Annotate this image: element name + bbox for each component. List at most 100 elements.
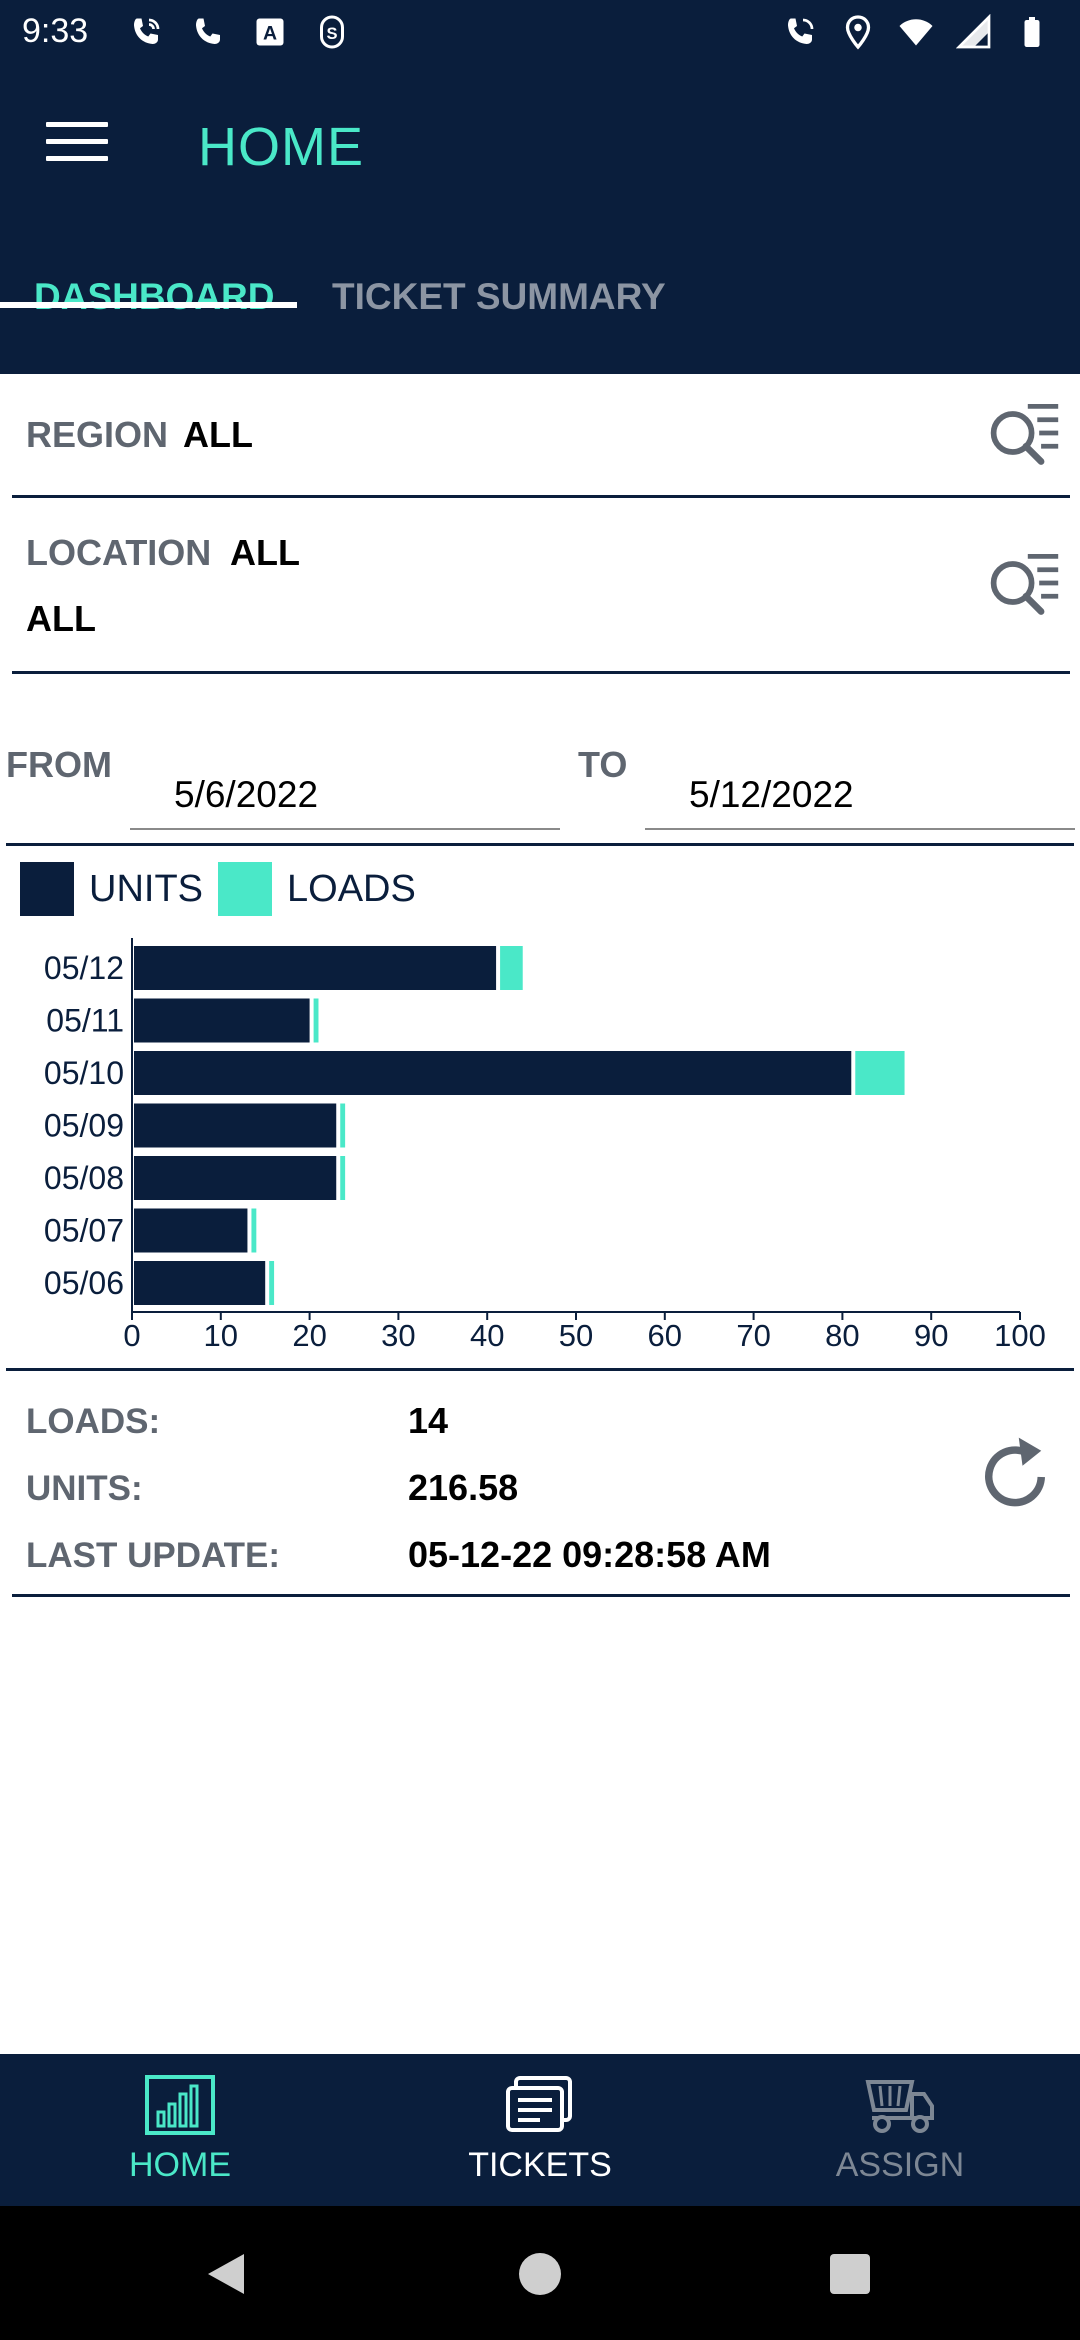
chart-bar-units: [134, 998, 310, 1043]
location-label: LOCATION: [26, 532, 212, 573]
chart-bar-loads: [855, 1051, 905, 1095]
chart-x-tick-label: 70: [736, 1318, 770, 1353]
tab-active-indicator: [0, 302, 297, 308]
wifi-icon: [899, 19, 933, 46]
nav-home[interactable]: HOME: [0, 2054, 360, 2206]
chart-category-label: 05/07: [44, 1213, 124, 1249]
last-update-label: LAST UPDATE:: [26, 1536, 281, 1575]
units-value: 216.58: [408, 1467, 519, 1508]
region-filter: REGION ALL: [12, 374, 1070, 498]
nav-tickets-label: TICKETS: [468, 2146, 612, 2184]
from-date-field[interactable]: 5/6/2022: [130, 750, 560, 830]
from-label: FROM: [6, 744, 112, 785]
chart-x-tick-label: 100: [994, 1318, 1046, 1353]
tab-dashboard-label: DASHBOARD: [34, 276, 275, 317]
legend-units-swatch: [20, 862, 74, 916]
hamburger-menu-button[interactable]: [46, 122, 108, 172]
legend-units-label: UNITS: [89, 868, 203, 910]
to-date-field[interactable]: 5/12/2022: [645, 750, 1075, 830]
location-filter: LOCATION ALL ALL: [12, 500, 1070, 674]
nav-assign[interactable]: ASSIGN: [720, 2054, 1080, 2206]
from-date-value: 5/6/2022: [174, 774, 319, 815]
chart-category-label: 05/06: [44, 1265, 124, 1301]
chart-bar-loads: [251, 1208, 257, 1253]
region-value: ALL: [183, 414, 253, 455]
home-circle-icon[interactable]: [518, 2252, 562, 2296]
menu-icon-line: [46, 156, 108, 161]
tab-dashboard[interactable]: DASHBOARD: [0, 206, 297, 317]
chart-x-tick-label: 80: [825, 1318, 859, 1353]
tab-ticket-summary-label: TICKET SUMMARY: [332, 276, 666, 317]
nav-tickets[interactable]: TICKETS: [360, 2054, 720, 2206]
location-value: ALL: [230, 532, 300, 573]
chart-bar-units: [134, 946, 497, 990]
svg-text:S: S: [326, 25, 337, 43]
to-date-value: 5/12/2022: [689, 774, 854, 815]
chart-x-tick-label: 30: [381, 1318, 415, 1353]
units-label: UNITS:: [26, 1469, 143, 1508]
refresh-icon[interactable]: [970, 1432, 1060, 1522]
chart-x-tick-label: 60: [648, 1318, 682, 1353]
chart-bar-loads: [313, 998, 319, 1043]
chart-bar-loads: [269, 1261, 275, 1305]
chart-category-label: 05/12: [44, 950, 124, 986]
last-update-value: 05-12-22 09:28:58 AM: [408, 1534, 771, 1575]
to-label: TO: [578, 744, 628, 785]
chart-x-tick-label: 40: [470, 1318, 504, 1353]
legend-loads-swatch: [218, 862, 272, 916]
chart-x-tick-label: 90: [914, 1318, 948, 1353]
signal-icon: [956, 14, 991, 49]
menu-icon-line: [46, 139, 108, 144]
chart-bar-loads: [500, 946, 523, 990]
wifi-calling-icon: [134, 18, 160, 44]
page-title: HOME: [198, 117, 364, 177]
chart-x-tick-label: 20: [292, 1318, 326, 1353]
chart-category-label: 05/10: [44, 1055, 124, 1091]
summary-divider: [12, 1594, 1070, 1597]
a-box-icon: A: [256, 18, 284, 46]
svg-text:A: A: [263, 23, 277, 45]
bottom-navigation: HOME TICKETS ASSIGN: [0, 2054, 1080, 2206]
status-bar: 9:33 A S: [0, 0, 1080, 66]
loads-value: 14: [408, 1400, 449, 1441]
chart-bar-loads: [340, 1156, 346, 1200]
chart-bar-units: [134, 1051, 852, 1095]
chart-bar-loads: [340, 1103, 346, 1148]
back-icon[interactable]: [206, 2252, 246, 2296]
chart-category-label: 05/09: [44, 1108, 124, 1144]
nav-assign-label: ASSIGN: [835, 2146, 965, 2184]
chart-x-tick-label: 0: [123, 1318, 140, 1353]
location-search-icon[interactable]: [986, 548, 1062, 618]
location-pin-icon: [845, 15, 871, 50]
loads-label: LOADS:: [26, 1402, 161, 1441]
wifi-calling-icon: [788, 18, 814, 44]
chart-category-label: 05/11: [46, 1003, 124, 1039]
region-label: REGION: [26, 414, 169, 455]
chart-x-tick-label: 50: [559, 1318, 593, 1353]
truck-icon: [865, 2080, 934, 2133]
menu-icon-line: [46, 122, 108, 127]
phone-icon: [196, 18, 220, 44]
s-clip-icon: S: [320, 15, 344, 49]
system-navigation-bar: [0, 2206, 1080, 2340]
status-time: 9:33: [22, 12, 89, 50]
chart-bar-units: [134, 1103, 337, 1148]
nav-home-label: HOME: [129, 2146, 231, 2184]
dates-divider: [6, 843, 1074, 846]
chart-bar-units: [134, 1156, 337, 1200]
chart-x-tick-label: 10: [204, 1318, 238, 1353]
chart-category-label: 05/08: [44, 1160, 124, 1196]
tickets-icon: [506, 2076, 572, 2132]
legend-loads-label: LOADS: [287, 868, 416, 910]
chart-bar-units: [134, 1208, 248, 1253]
app-bar: HOME: [0, 66, 1080, 374]
battery-icon: [1024, 17, 1040, 47]
bar-chart-icon: [145, 2075, 215, 2135]
location-value-secondary: ALL: [26, 598, 96, 639]
region-search-icon[interactable]: [986, 398, 1062, 468]
units-loads-bar-chart: 0 10 20 30 40 50 60 70 80 90 100 05/12 05/11 05/10 05/…: [44, 938, 1046, 1353]
tab-ticket-summary[interactable]: TICKET SUMMARY: [300, 206, 700, 317]
recents-square-icon[interactable]: [829, 2253, 871, 2295]
chart-divider: [6, 1368, 1074, 1371]
chart-bar-units: [134, 1261, 266, 1305]
